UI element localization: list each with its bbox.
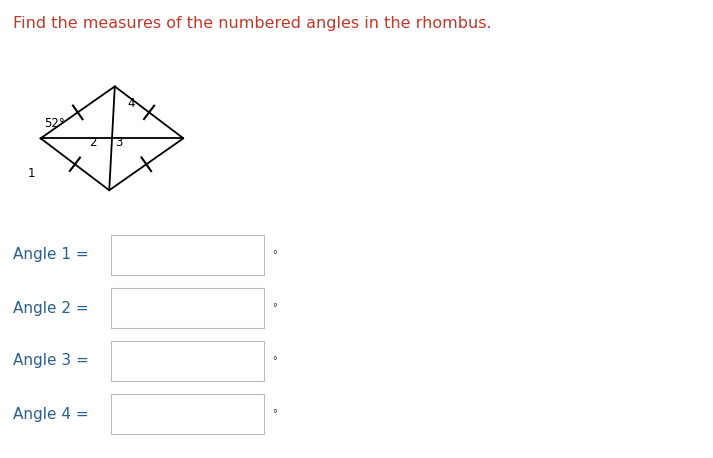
Text: 1: 1 <box>28 167 35 180</box>
Text: 52°: 52° <box>44 117 65 130</box>
Text: Angle 2 =: Angle 2 = <box>13 300 88 316</box>
Text: Angle 3 =: Angle 3 = <box>13 354 88 369</box>
Text: 2: 2 <box>89 136 96 148</box>
Text: °: ° <box>272 250 277 260</box>
Text: 3: 3 <box>115 136 122 148</box>
Text: 4: 4 <box>128 97 135 109</box>
Text: °: ° <box>272 356 277 366</box>
Text: °: ° <box>272 409 277 419</box>
Text: Angle 4 =: Angle 4 = <box>13 407 88 421</box>
Text: Find the measures of the numbered angles in the rhombus.: Find the measures of the numbered angles… <box>13 16 491 31</box>
Text: °: ° <box>272 303 277 313</box>
Text: Angle 1 =: Angle 1 = <box>13 247 88 262</box>
